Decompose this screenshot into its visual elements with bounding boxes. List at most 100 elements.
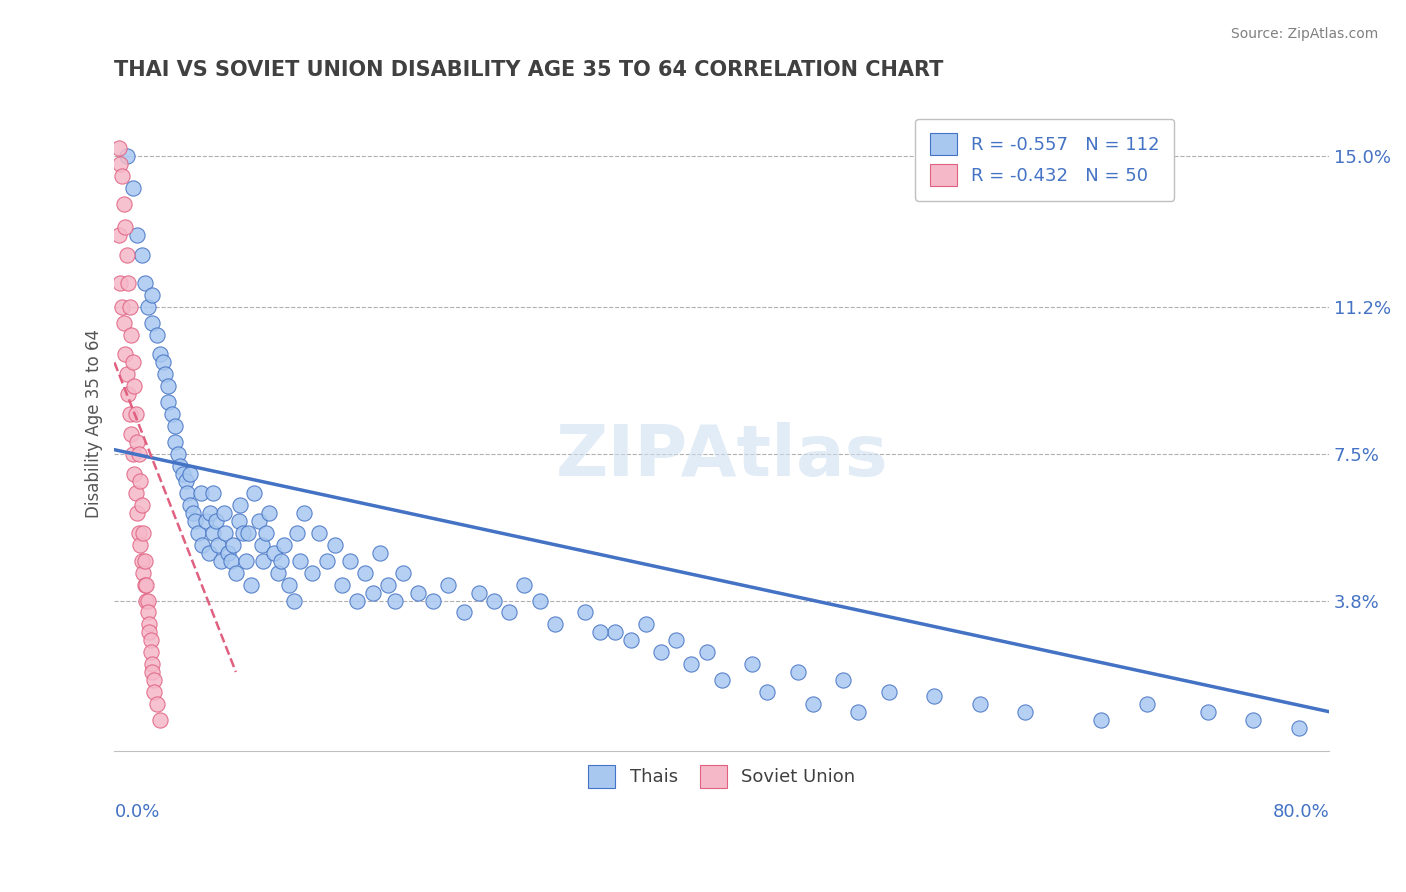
Point [212,506,235,520]
Point [252,554,274,568]
Point [665,633,688,648]
Point [406,585,429,599]
Point [205,514,228,528]
Point [131,498,153,512]
Point [209,554,232,568]
Point [142,685,165,699]
Point [437,577,460,591]
Point [124,486,146,500]
Point [128,526,150,541]
Point [124,407,146,421]
Point [316,554,339,568]
Point [183,506,205,520]
Point [1136,697,1159,711]
Point [152,355,174,369]
Point [127,228,149,243]
Point [129,475,152,489]
Point [141,288,163,302]
Point [135,577,157,591]
Point [122,467,145,481]
Point [108,228,131,243]
Point [235,554,257,568]
Point [1090,713,1112,727]
Point [273,538,295,552]
Point [377,577,399,591]
Point [149,347,172,361]
Point [132,526,155,541]
Point [156,379,179,393]
Point [176,486,198,500]
Point [756,685,779,699]
Point [136,300,159,314]
Point [110,157,132,171]
Point [468,585,491,599]
Point [217,546,239,560]
Text: 0.0%: 0.0% [114,803,160,821]
Point [179,467,201,481]
Point [254,526,277,541]
Point [142,673,165,687]
Text: ZIPAtlas: ZIPAtlas [555,422,889,491]
Point [117,276,139,290]
Point [120,426,142,441]
Point [323,538,346,552]
Point [346,593,368,607]
Text: 80.0%: 80.0% [1272,803,1329,821]
Point [589,625,612,640]
Legend: Thais, Soviet Union: Thais, Soviet Union [581,758,862,795]
Point [118,300,141,314]
Point [134,276,156,290]
Point [136,593,159,607]
Point [529,593,551,607]
Point [634,617,657,632]
Point [232,526,254,541]
Point [228,514,250,528]
Point [482,593,505,607]
Point [392,566,415,580]
Point [191,538,214,552]
Point [138,617,160,632]
Point [513,577,536,591]
Point [301,566,323,580]
Point [236,526,259,541]
Point [801,697,824,711]
Point [222,538,245,552]
Point [184,514,207,528]
Point [681,657,703,671]
Point [121,447,143,461]
Point [605,625,627,640]
Point [131,248,153,262]
Text: THAI VS SOVIET UNION DISABILITY AGE 35 TO 64 CORRELATION CHART: THAI VS SOVIET UNION DISABILITY AGE 35 T… [114,60,943,79]
Point [139,633,162,648]
Point [368,546,391,560]
Point [114,347,136,361]
Point [127,506,149,520]
Point [149,713,172,727]
Point [153,368,176,382]
Point [247,514,270,528]
Point [741,657,763,671]
Point [121,180,143,194]
Point [167,447,190,461]
Y-axis label: Disability Age 35 to 64: Disability Age 35 to 64 [86,329,103,518]
Point [354,566,377,580]
Point [225,566,247,580]
Point [198,506,221,520]
Point [160,407,183,421]
Point [243,486,266,500]
Point [110,276,132,290]
Point [127,434,149,449]
Point [1014,705,1036,719]
Point [115,149,138,163]
Point [121,355,143,369]
Point [194,514,217,528]
Point [169,458,191,473]
Point [128,447,150,461]
Point [250,538,273,552]
Point [361,585,384,599]
Point [1288,721,1310,735]
Point [330,577,353,591]
Point [308,526,330,541]
Point [139,645,162,659]
Point [207,538,229,552]
